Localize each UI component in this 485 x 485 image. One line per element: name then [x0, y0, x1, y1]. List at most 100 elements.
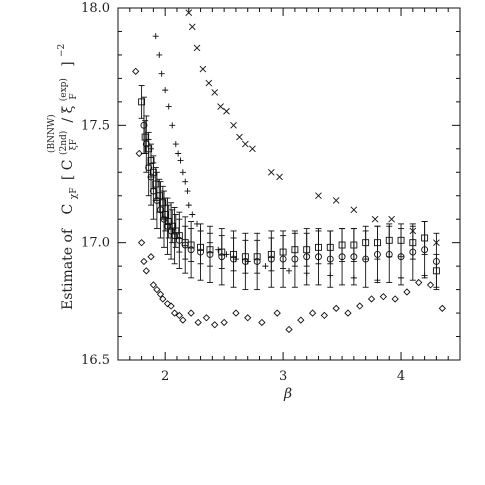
data-point-x [205, 79, 213, 87]
data-point-x [223, 107, 230, 115]
data-point-cross [172, 141, 179, 148]
data-point-circle [153, 196, 161, 204]
y-tick-label: 17.0 [81, 236, 110, 251]
data-point-x [188, 23, 196, 31]
data-point-diamond [202, 314, 211, 322]
data-point-cross [158, 70, 165, 77]
data-point-x [199, 65, 207, 73]
data-point-diamond [220, 318, 228, 327]
data-point-square [152, 180, 160, 188]
data-point-diamond [179, 316, 187, 324]
data-point-diamond [308, 309, 317, 317]
data-point-circle [160, 215, 168, 223]
y-label-den-sub: F [69, 93, 79, 99]
y-label-c: C [60, 204, 76, 215]
data-point-x [350, 206, 358, 214]
data-point-circle [326, 255, 334, 263]
data-point-diamond [142, 267, 150, 275]
y-tick-label: 18.0 [81, 1, 110, 16]
y-label-sub-chi: χF [69, 188, 79, 200]
data-point-x [267, 168, 275, 176]
data-point-diamond [187, 309, 195, 317]
data-point-circle [147, 173, 155, 181]
data-point-cross [156, 51, 163, 58]
data-point-cross [175, 150, 182, 157]
data-point-diamond [194, 318, 202, 327]
x-tick-label: 2 [161, 369, 169, 384]
data-point-square [138, 98, 146, 106]
data-point-x [315, 192, 322, 200]
data-point-diamond [132, 67, 140, 75]
data-point-diamond [391, 295, 399, 303]
data-point-diamond [438, 304, 446, 313]
data-point-x [332, 197, 340, 204]
data-point-diamond [320, 311, 329, 320]
data-point-cross [262, 263, 269, 270]
y-label-num-c: C [60, 159, 76, 170]
data-point-diamond [135, 149, 143, 158]
data-point-diamond [297, 316, 305, 324]
data-point-circle [385, 250, 393, 258]
data-point-cross [215, 246, 222, 253]
data-point-circle [197, 248, 205, 256]
data-point-circle [171, 232, 179, 240]
data-point-circle [362, 255, 370, 263]
data-point-circle [145, 164, 153, 172]
data-point-circle [338, 253, 346, 261]
data-point-x [388, 215, 395, 223]
data-point-cross [182, 178, 189, 185]
data-point-x [185, 9, 193, 17]
data-point-square [141, 133, 149, 141]
data-point-circle [187, 246, 195, 254]
y-label-bnnw-sup: (BNNW) [46, 114, 57, 153]
data-point-cross [179, 169, 186, 176]
data-point-square [168, 222, 176, 230]
data-point-diamond [137, 239, 146, 247]
data-point-diamond [147, 253, 155, 261]
data-point-circle [175, 236, 183, 244]
x-axis-label: β [283, 386, 292, 402]
data-point-cross [165, 103, 172, 110]
x-tick-label: 3 [279, 369, 287, 384]
y-tick-label: 17.5 [81, 118, 110, 133]
data-point-diamond [167, 302, 175, 310]
data-point-circle [267, 255, 275, 263]
axis-ticks: 16.5 17.0 17.5 18.0 2 3 4 [81, 1, 461, 384]
data-point-x [217, 103, 224, 110]
data-point-cross [169, 122, 176, 129]
data-point-circle [373, 250, 381, 258]
data-point-x [371, 215, 379, 223]
data-point-circle [279, 255, 287, 263]
data-point-diamond [367, 295, 376, 303]
data-point-circle [241, 257, 249, 265]
data-point-circle [149, 187, 157, 195]
data-point-diamond [379, 293, 387, 301]
data-point-diamond [153, 285, 161, 294]
data-point-x [211, 89, 219, 96]
data-point-diamond [149, 281, 158, 289]
data-point-x [242, 140, 249, 148]
data-point-diamond [332, 304, 340, 313]
y-label-slash: / [60, 118, 76, 123]
y-label-power: −2 [57, 44, 67, 57]
data-point-x [193, 44, 201, 52]
data-point-x [249, 145, 256, 153]
data-point-diamond [356, 302, 364, 310]
data-point-diamond [258, 318, 266, 327]
data-point-circle [157, 206, 164, 214]
data-point-diamond [170, 309, 179, 317]
data-point-circle [432, 257, 440, 265]
data-point-diamond [403, 288, 411, 296]
data-point-cross [286, 267, 292, 274]
data-point-cross [184, 188, 191, 195]
data-point-circle [218, 253, 226, 261]
data-point-diamond [156, 290, 165, 298]
y-axis-label: Estimate of C χF [ C (2nd) ξF / ξ (exp) … [46, 44, 80, 310]
data-point-circle [142, 140, 150, 148]
data-point-diamond [140, 257, 148, 266]
y-label-prefix: Estimate of [60, 227, 76, 310]
svg-text:Estimate of C χF: Estimate of C χF [ C (2nd) ξF / ξ (exp) … [54, 44, 80, 310]
data-point-diamond [175, 311, 183, 320]
data-point-cross [177, 157, 184, 164]
